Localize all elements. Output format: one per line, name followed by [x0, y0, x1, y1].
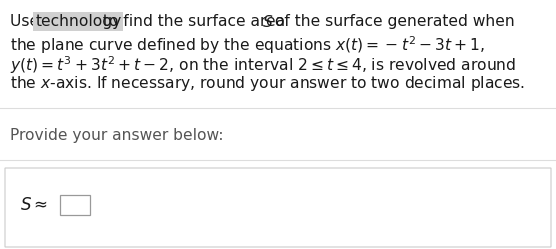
Text: Use: Use	[10, 14, 44, 29]
FancyBboxPatch shape	[60, 195, 90, 215]
Text: $S$: $S$	[262, 14, 274, 30]
Text: the plane curve defined by the equations $x(t) = -t^2 - 3t + 1,$: the plane curve defined by the equations…	[10, 34, 485, 56]
Text: $S \approx$: $S \approx$	[20, 196, 48, 214]
FancyBboxPatch shape	[5, 168, 551, 247]
Text: Provide your answer below:: Provide your answer below:	[10, 128, 224, 143]
Text: to find the surface area: to find the surface area	[98, 14, 290, 29]
Text: of the surface generated when: of the surface generated when	[270, 14, 515, 29]
Text: technology: technology	[35, 14, 121, 29]
Text: the $x$-axis. If necessary, round your answer to two decimal places.: the $x$-axis. If necessary, round your a…	[10, 74, 525, 93]
Text: $y(t) = t^3 + 3t^2 + t - 2$, on the interval $2 \leq t \leq 4$, is revolved arou: $y(t) = t^3 + 3t^2 + t - 2$, on the inte…	[10, 54, 516, 76]
